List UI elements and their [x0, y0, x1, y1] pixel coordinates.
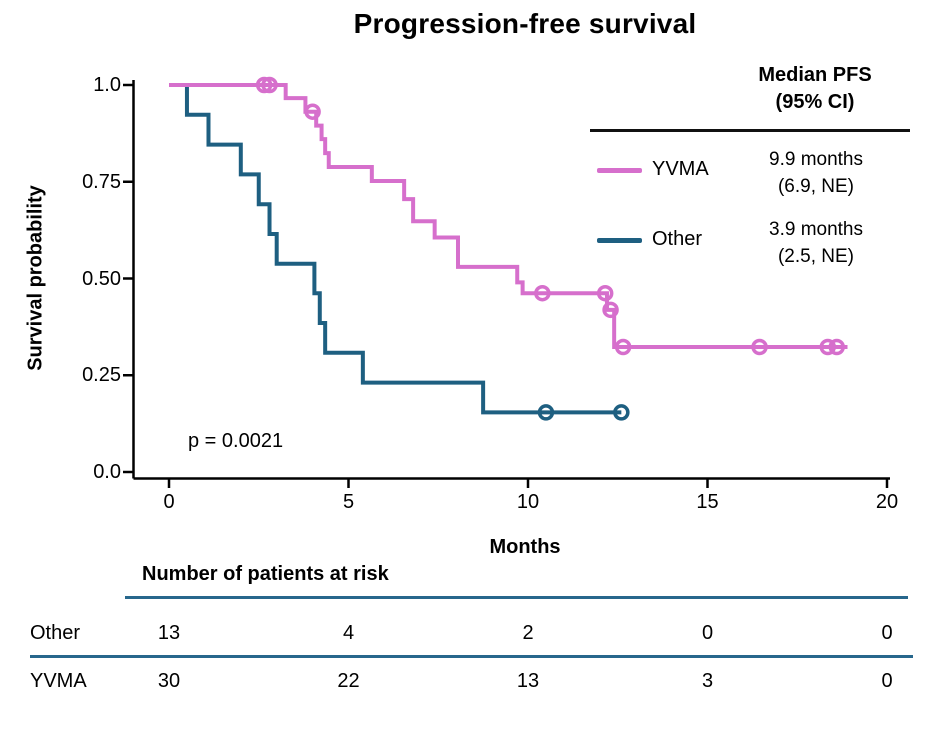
risk-cell: 22	[337, 670, 360, 692]
x-axis-label: Months	[489, 536, 561, 558]
median-other-line2: (2.5, NE)	[777, 246, 855, 267]
risk-cell: 0	[881, 670, 893, 692]
median-yvma-line2: (6.9, NE)	[777, 176, 855, 197]
risk-cell: 30	[157, 670, 181, 692]
legend-header-line1: Median PFS	[758, 64, 872, 86]
risk-cell: 13	[516, 670, 540, 692]
risk-cell: 3	[701, 670, 714, 692]
y-tick-label: 0.25	[82, 364, 121, 387]
y-axis-label: Survival probability	[24, 185, 47, 371]
risk-row-label: YVMA	[30, 670, 87, 692]
x-tick-label: 15	[696, 491, 719, 513]
legend-median-other: 3.9 months (2.5, NE)	[735, 216, 897, 270]
legend-header: Median PFS (95% CI)	[732, 62, 898, 116]
x-tick-label: 5	[342, 491, 355, 513]
risk-cell: 4	[342, 622, 355, 644]
risk-table-rule-top	[125, 596, 908, 599]
risk-cell: 2	[522, 622, 534, 644]
y-tick-label: 0.0	[93, 461, 121, 483]
risk-table-rule-middle	[30, 655, 913, 658]
legend-divider-line	[590, 129, 910, 132]
legend-label-other: Other	[652, 228, 703, 250]
legend-label-yvma: YVMA	[652, 158, 709, 180]
y-tick-label: 1.0	[93, 74, 121, 96]
legend-swatch-yvma	[597, 168, 642, 173]
y-tick-label: 0.75	[82, 170, 121, 193]
legend-swatch-other	[597, 238, 642, 243]
chart-title: Progression-free survival	[353, 8, 697, 39]
x-tick-label: 10	[516, 491, 540, 513]
x-tick-label: 20	[875, 491, 899, 513]
legend-header-line2: (95% CI)	[775, 91, 855, 113]
risk-row-label: Other	[30, 622, 81, 644]
legend-median-yvma: 9.9 months (6.9, NE)	[735, 146, 897, 200]
x-tick-label: 0	[163, 491, 175, 513]
risk-cell: 13	[157, 622, 181, 644]
risk-table-header: Number of patients at risk	[142, 563, 389, 585]
risk-cell: 0	[881, 622, 893, 644]
median-other-line1: 3.9 months	[769, 219, 863, 240]
risk-cell: 0	[701, 622, 714, 644]
p-value-annotation: p = 0.0021	[188, 430, 284, 452]
median-yvma-line1: 9.9 months	[769, 149, 863, 170]
y-tick-label: 0.50	[82, 267, 121, 290]
